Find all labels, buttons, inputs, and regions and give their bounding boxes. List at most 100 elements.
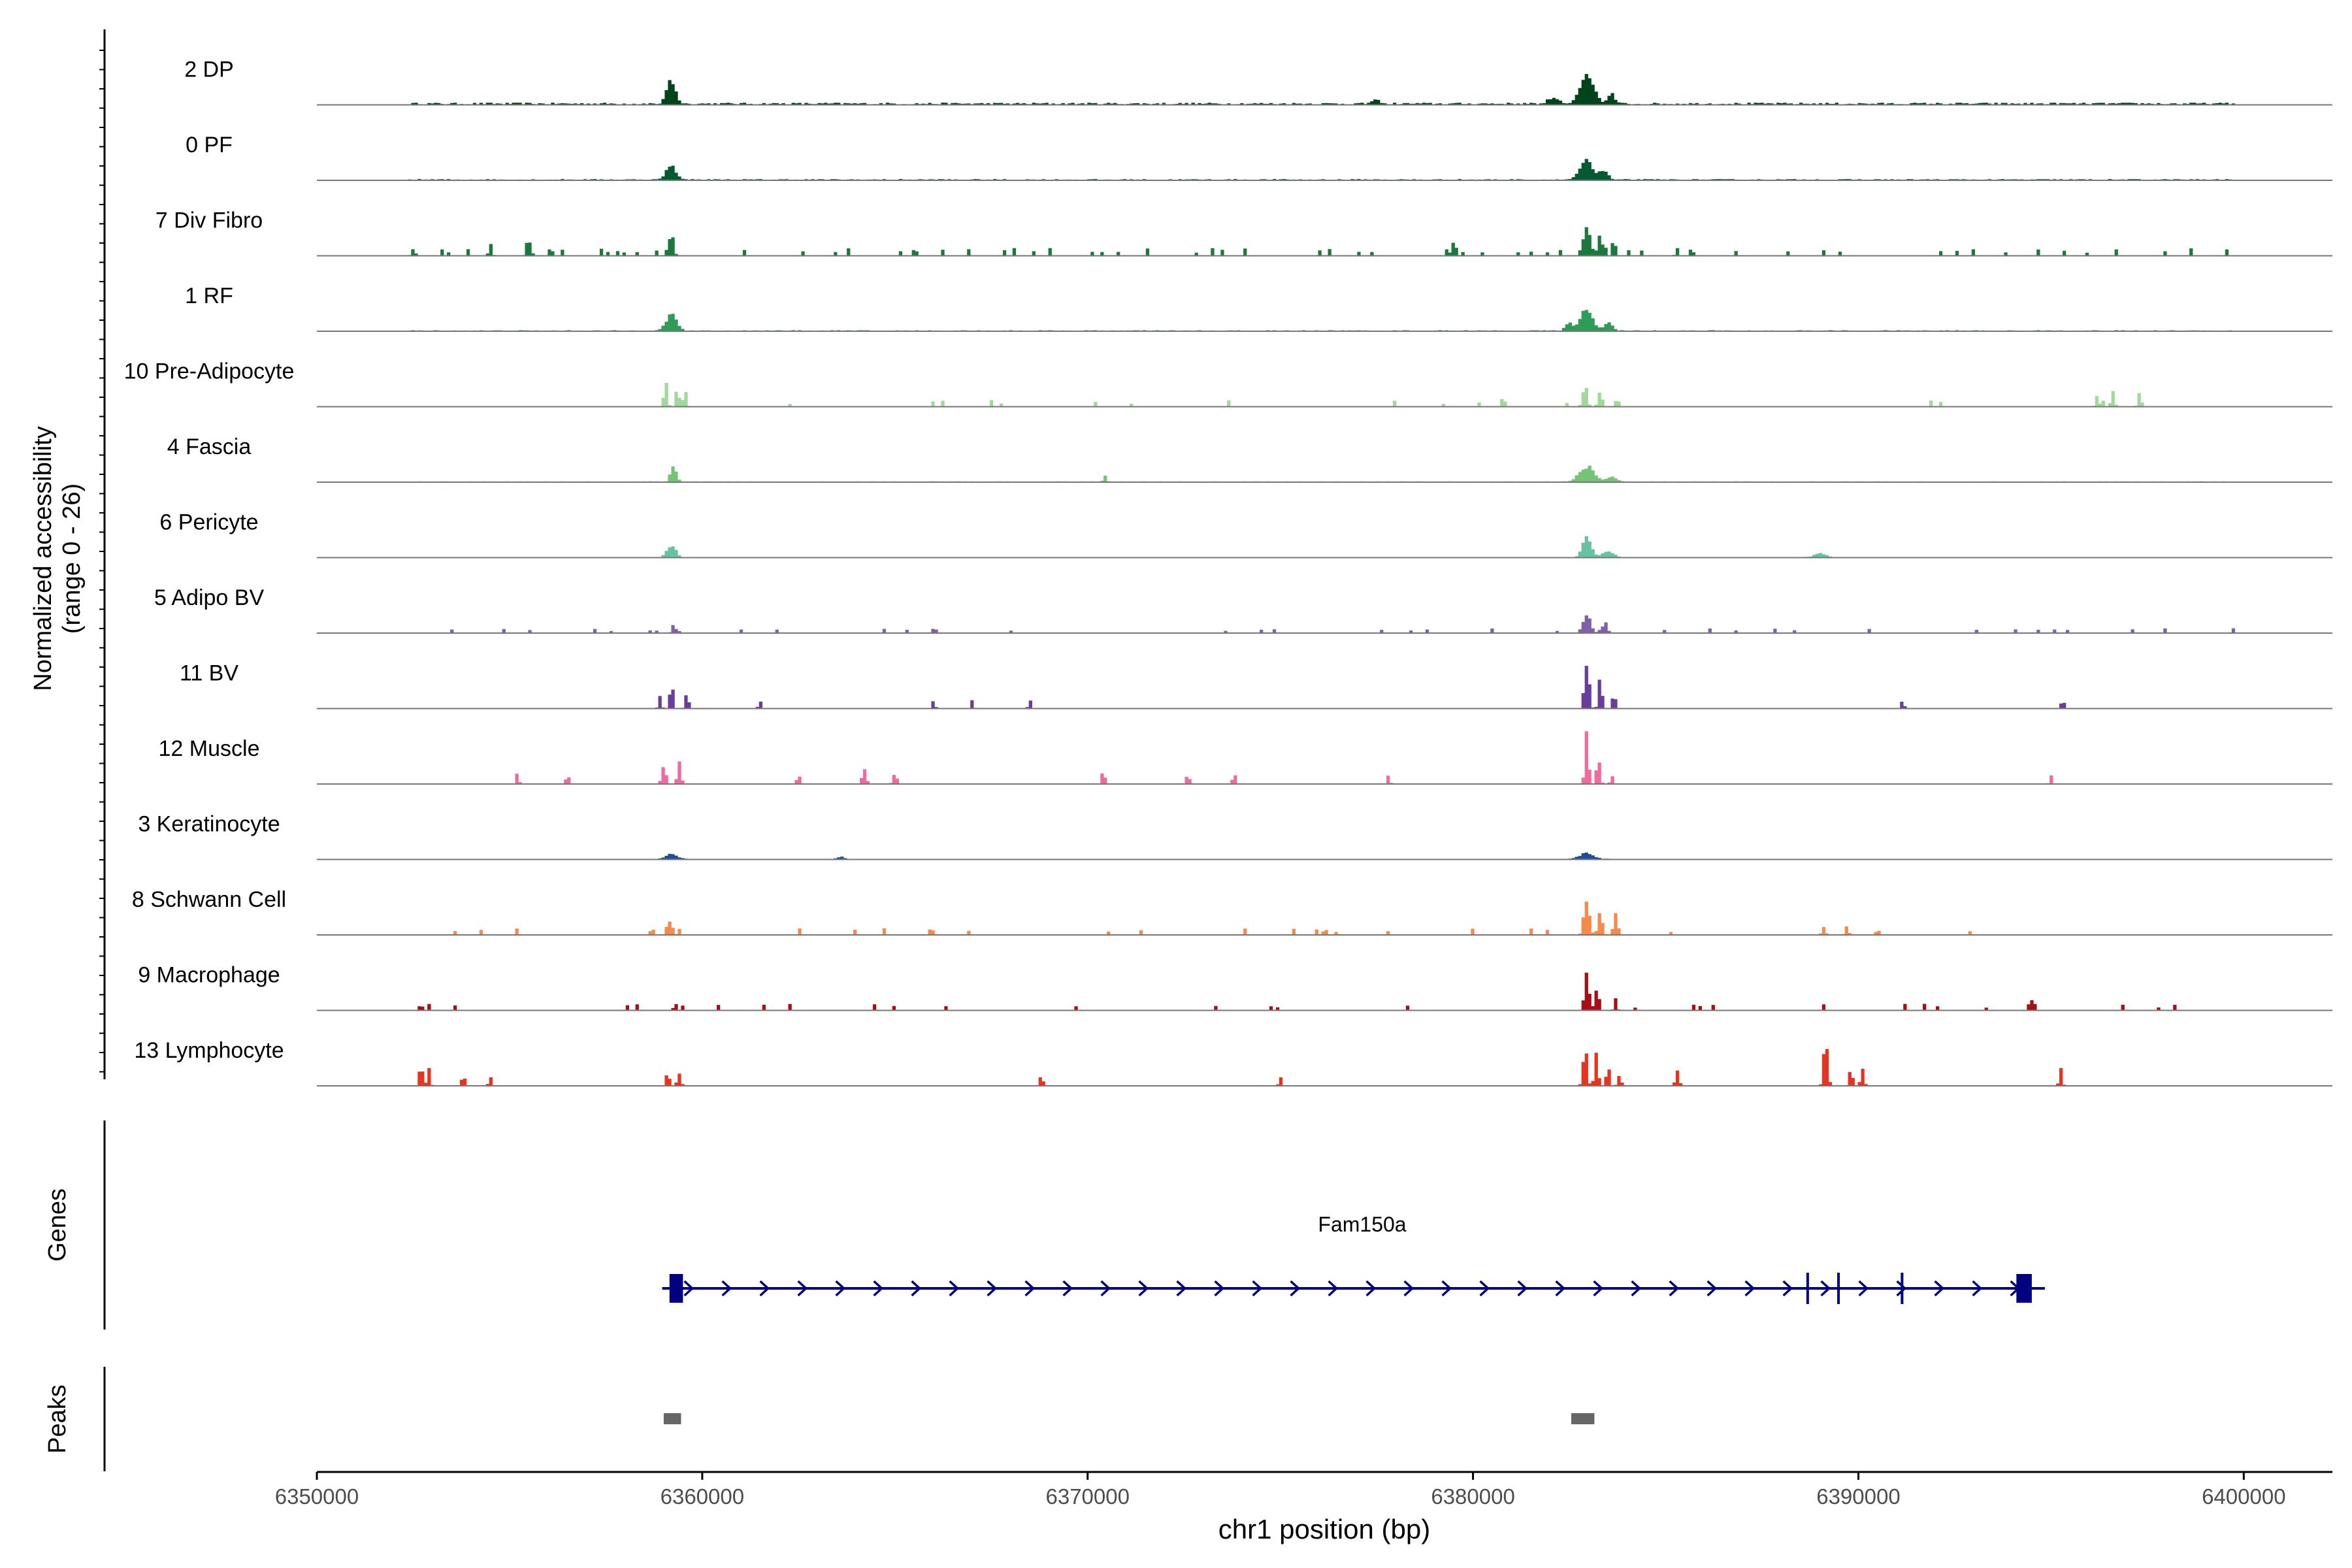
track-coverage <box>408 536 2232 558</box>
strand-arrow <box>1214 1280 1225 1297</box>
track-coverage <box>453 902 1972 935</box>
strand-arrow <box>873 1280 884 1297</box>
coverage-y-ticks <box>99 50 105 1073</box>
y-axis-title-line1: Normalized accessibility <box>29 426 57 691</box>
track-label: 2 DP <box>184 57 234 82</box>
track-4: 10 Pre-Adipocyte <box>124 359 2332 408</box>
track-7: 5 Adipo BV <box>154 585 2332 634</box>
x-tick-label: 6360000 <box>661 1484 744 1509</box>
strand-arrow <box>1403 1280 1414 1297</box>
strand-arrow <box>987 1280 998 1297</box>
strand-arrow <box>1479 1280 1490 1297</box>
track-5: 4 Fascia <box>167 434 2332 483</box>
track-label: 7 Div Fibro <box>155 208 263 233</box>
track-6: 6 Pericyte <box>159 510 2332 559</box>
strand-arrow <box>1707 1280 1718 1297</box>
peak-regions <box>663 1413 1595 1424</box>
track-label: 1 RF <box>185 284 233 308</box>
strand-arrow <box>683 1280 694 1297</box>
track-coverage <box>408 852 2236 860</box>
strand-arrow <box>1252 1280 1263 1297</box>
track-label: 13 Lymphocyte <box>134 1038 284 1063</box>
gene-name-label: Fam150a <box>1318 1213 1406 1236</box>
gene-exon <box>1901 1273 1904 1304</box>
strand-arrow <box>759 1280 770 1297</box>
track-2: 7 Div Fibro <box>155 208 2332 257</box>
track-label: 4 Fascia <box>167 434 252 459</box>
track-label: 0 PF <box>186 133 233 157</box>
strand-arrow <box>797 1280 808 1297</box>
x-tick-label: 6390000 <box>1816 1484 1900 1509</box>
peak-region <box>1571 1413 1595 1424</box>
strand-arrow <box>1328 1280 1339 1297</box>
track-label: 6 Pericyte <box>159 510 258 535</box>
x-axis-ticks: 6350000 6360000 6370000 6380000 6390000 64000… <box>275 1472 2286 1509</box>
track-label: 9 Macrophage <box>138 963 280 988</box>
strand-arrow <box>911 1280 922 1297</box>
track-coverage <box>661 382 2144 407</box>
track-9: 12 Muscle <box>159 731 2332 785</box>
gene-exon <box>669 1274 683 1303</box>
gene-model <box>662 1273 2045 1304</box>
track-coverage <box>408 159 2236 180</box>
track-12: 9 Macrophage <box>138 963 2332 1011</box>
track-coverage <box>408 74 2236 105</box>
track-label: 12 Muscle <box>159 736 260 761</box>
strand-arrow <box>721 1280 732 1297</box>
strand-arrow <box>1138 1280 1149 1297</box>
x-tick-label: 6400000 <box>2202 1484 2285 1509</box>
track-0: 2 DP <box>184 57 2332 106</box>
coverage-tracks: 2 DP 0 PF 7 Div Fibro 1 RF 10 Pre-Adipocyte 4… <box>124 57 2332 1086</box>
gene-exon <box>1837 1273 1840 1304</box>
x-tick-label: 6350000 <box>275 1484 359 1509</box>
track-label: 3 Keratinocyte <box>138 812 280 837</box>
strand-arrow <box>1744 1280 1756 1297</box>
track-coverage <box>655 666 2066 709</box>
strand-arrow <box>1555 1280 1566 1297</box>
track-10: 3 Keratinocyte <box>138 812 2332 860</box>
strand-arrow <box>1972 1280 1983 1297</box>
strand-arrow <box>1934 1280 1945 1297</box>
peaks-panel-label: Peaks <box>44 1384 71 1454</box>
track-13: 13 Lymphocyte <box>134 1038 2332 1086</box>
track-1: 0 PF <box>186 133 2332 181</box>
track-11: 8 Schwann Cell <box>132 887 2332 936</box>
strand-arrow <box>1024 1280 1036 1297</box>
x-tick-label: 6370000 <box>1045 1484 1129 1509</box>
strand-arrow <box>1062 1280 1073 1297</box>
genes-panel-label: Genes <box>44 1188 71 1262</box>
strand-arrow <box>1631 1280 1642 1297</box>
strand-arrow <box>1365 1280 1377 1297</box>
strand-arrow <box>1669 1280 1680 1297</box>
x-axis-title: chr1 position (bp) <box>1218 1514 1431 1544</box>
track-coverage <box>417 972 2177 1011</box>
strand-arrow <box>1858 1280 1869 1297</box>
track-coverage <box>408 465 2236 482</box>
strand-arrow <box>1290 1280 1301 1297</box>
strand-arrow <box>1517 1280 1528 1297</box>
strand-arrow <box>1100 1280 1111 1297</box>
track-label: 10 Pre-Adipocyte <box>124 359 295 384</box>
x-tick-label: 6380000 <box>1431 1484 1514 1509</box>
strand-arrow <box>1176 1280 1187 1297</box>
track-coverage <box>408 227 2229 256</box>
strand-arrow <box>1820 1280 1831 1297</box>
track-label: 11 BV <box>180 661 238 686</box>
strand-arrow <box>835 1280 846 1297</box>
track-coverage <box>512 731 2057 784</box>
strand-arrow <box>1441 1280 1452 1297</box>
y-axis-title-line2: (range 0 - 26) <box>58 483 86 634</box>
strand-arrow <box>949 1280 960 1297</box>
track-coverage <box>414 1049 2066 1086</box>
track-coverage <box>450 615 2236 633</box>
track-coverage <box>408 310 2236 331</box>
track-8: 11 BV <box>180 661 2332 710</box>
strand-arrow <box>1782 1280 1793 1297</box>
gene-exon <box>1806 1273 1809 1304</box>
strand-arrow <box>1593 1280 1604 1297</box>
gene-exon <box>2016 1274 2032 1303</box>
track-3: 1 RF <box>185 284 2332 332</box>
track-label: 8 Schwann Cell <box>132 887 286 912</box>
track-label: 5 Adipo BV <box>154 585 265 610</box>
